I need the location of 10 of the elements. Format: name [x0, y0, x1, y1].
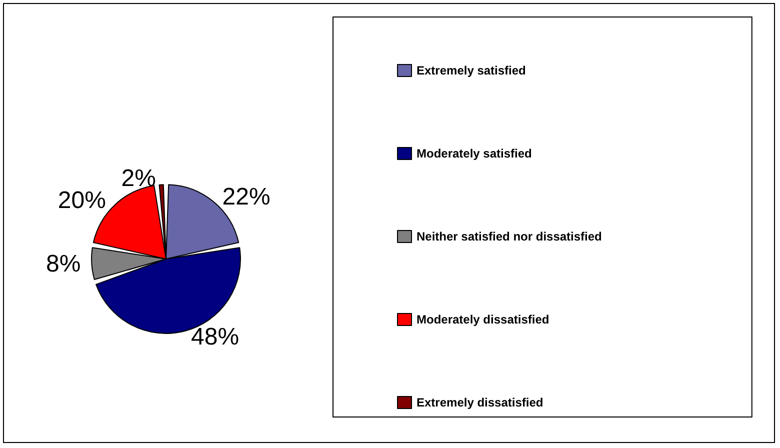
data-label: 2%: [121, 165, 156, 192]
legend-label: Moderately dissatisfied: [416, 312, 550, 326]
data-label: 22%: [222, 184, 270, 211]
data-label: 8%: [46, 250, 81, 278]
legend-label: Moderately satisfied: [416, 146, 532, 160]
data-label: 48%: [191, 323, 240, 350]
legend-label: Extremely satisfied: [416, 64, 526, 78]
data-label: 20%: [58, 186, 106, 214]
legend-label: Extremely dissatisfied: [416, 396, 544, 410]
legend-label: Neither satisfied nor dissatisfied: [416, 230, 602, 244]
